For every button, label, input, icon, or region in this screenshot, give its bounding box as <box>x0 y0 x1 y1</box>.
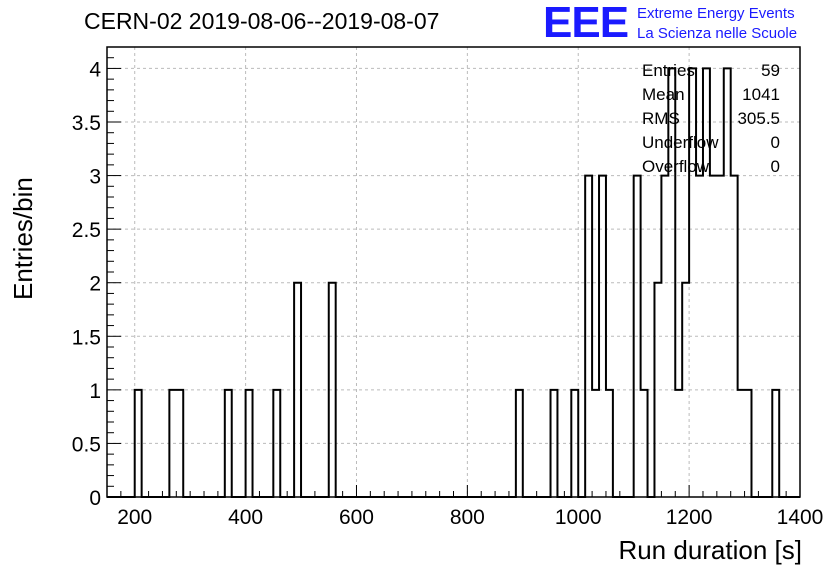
y-tick-label: 2.5 <box>72 219 101 242</box>
stats-row-underflow: Underflow 0 <box>642 131 780 155</box>
stats-row-mean: Mean 1041 <box>642 83 780 107</box>
stats-label: Entries <box>642 61 695 80</box>
x-tick-label: 1200 <box>666 506 713 529</box>
y-tick-label: 0.5 <box>72 433 101 456</box>
x-tick-label: 400 <box>228 506 263 529</box>
chart-title: CERN-02 2019-08-06--2019-08-07 <box>84 8 440 34</box>
stats-value: 1041 <box>742 85 780 104</box>
y-tick-label: 4 <box>89 58 101 81</box>
y-axis: 0 0.5 1 1.5 2 2.5 3 3.5 4 <box>72 46 121 510</box>
y-axis-label: Entries/bin <box>8 177 38 300</box>
stats-row-entries: Entries 59 <box>642 59 780 83</box>
y-tick-label: 1.5 <box>72 326 101 349</box>
logo-line2: La Scienza nelle Scuole <box>637 25 798 42</box>
y-tick-label: 0 <box>89 487 101 510</box>
eee-logo: EEE <box>543 0 629 47</box>
stats-box: Entries 59 Mean 1041 RMS 305.5 Underflow 0 O… <box>642 59 780 179</box>
x-tick-label: 1000 <box>555 506 602 529</box>
stats-value: 0 <box>770 157 780 176</box>
y-tick-label: 3 <box>89 166 101 189</box>
stats-value: 0 <box>770 133 780 152</box>
y-tick-label: 2 <box>89 273 101 296</box>
y-tick-label: 3.5 <box>72 112 101 135</box>
stats-row-rms: RMS 305.5 <box>642 107 780 131</box>
stats-label: Mean <box>642 85 685 104</box>
histogram-series <box>107 67 800 498</box>
stats-label: Underflow <box>642 133 719 152</box>
stats-row-overflow: Overflow 0 <box>642 155 780 179</box>
stats-label: Overflow <box>642 157 710 176</box>
x-axis: 200 400 600 800 1000 1200 1400 <box>106 485 824 529</box>
stats-value: 59 <box>761 61 780 80</box>
x-tick-label: 800 <box>450 506 485 529</box>
logo-line1: Extreme Energy Events <box>637 5 795 22</box>
stats-label: RMS <box>642 109 680 128</box>
y-tick-label: 1 <box>89 380 101 403</box>
x-axis-label: Run duration [s] <box>618 535 802 565</box>
x-tick-label: 600 <box>339 506 374 529</box>
x-tick-label: 200 <box>117 506 152 529</box>
x-tick-label: 1400 <box>777 506 824 529</box>
stats-value: 305.5 <box>737 109 780 128</box>
